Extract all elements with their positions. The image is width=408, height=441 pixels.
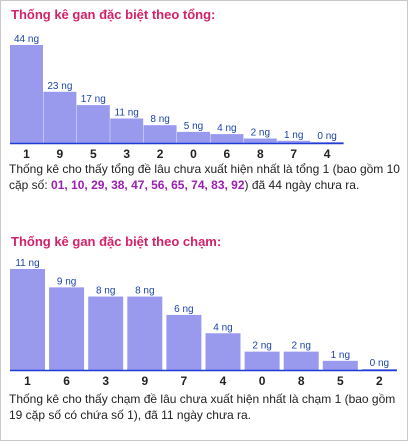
bar-value-label: 44 ng	[14, 34, 39, 45]
description-tong-pairs: 01, 10, 29, 38, 47, 56, 65, 74, 83, 92	[51, 178, 245, 192]
bar-9	[127, 296, 163, 370]
category-label: 8	[257, 147, 264, 161]
bar-value-label: 17 ng	[81, 94, 106, 105]
category-label: 4	[324, 147, 331, 161]
bar-value-label: 8 ng	[150, 114, 169, 125]
bar-value-label: 2 ng	[252, 341, 271, 352]
bar-4	[205, 333, 241, 370]
category-label: 1	[24, 374, 31, 388]
bar-value-label: 23 ng	[47, 81, 72, 92]
category-label: 4	[220, 374, 227, 388]
bar-value-label: 1 ng	[284, 130, 303, 141]
category-label: 6	[224, 147, 231, 161]
bar-4	[310, 142, 344, 143]
bar-8	[283, 351, 319, 370]
bar-value-label: 9 ng	[57, 276, 76, 287]
bar-8	[243, 138, 277, 143]
bar-value-label: 11 ng	[15, 258, 39, 269]
bar-3	[110, 118, 144, 143]
chart-gan-theo-cham: 11 ng 1 9 ng 6 8 ng 3 8 ng 9 6 ng 7 4 ng 4 2 ng 0 2 ng…	[10, 258, 397, 388]
bar-3	[88, 296, 124, 370]
bar-value-label: 0 ng	[370, 358, 389, 369]
bar-value-label: 4 ng	[213, 322, 232, 333]
category-label: 0	[259, 374, 266, 388]
bar-6	[210, 134, 244, 143]
chart-gan-theo-tong: 44 ng 1 23 ng 9 17 ng 5 11 ng 3 8 ng 2 5 ng 0 4 ng 6 2…	[10, 34, 344, 161]
category-label: 9	[141, 374, 148, 388]
bar-value-label: 0 ng	[317, 131, 336, 142]
bar-1	[10, 45, 43, 143]
category-label: 9	[57, 147, 64, 161]
category-label: 6	[63, 374, 70, 388]
category-label: 1	[23, 147, 30, 161]
category-label: 3	[123, 147, 130, 161]
bar-value-label: 4 ng	[217, 123, 236, 134]
bar-value-label: 5 ng	[184, 121, 203, 132]
bar-value-label: 2 ng	[251, 128, 270, 139]
bar-value-label: 1 ng	[331, 350, 350, 361]
category-label: 7	[290, 147, 297, 161]
bar-value-label: 11 ng	[115, 108, 139, 119]
description-tong-text-end: ) đã 44 ngày chưa ra.	[244, 178, 360, 192]
section-title-tong: Thống kê gan đặc biệt theo tổng:	[11, 7, 216, 22]
category-label: 5	[90, 147, 97, 161]
category-label: 2	[376, 374, 383, 388]
bar-value-label: 2 ng	[291, 341, 310, 352]
bar-1	[10, 269, 45, 370]
bar-2	[361, 369, 397, 370]
category-label: 0	[190, 147, 197, 161]
bar-value-label: 8 ng	[135, 286, 154, 297]
category-label: 3	[102, 374, 109, 388]
bar-9	[43, 91, 77, 143]
category-label: 8	[298, 374, 305, 388]
category-label: 5	[337, 374, 344, 388]
bar-0	[244, 351, 280, 370]
bar-5	[76, 105, 110, 143]
category-label: 7	[181, 374, 188, 388]
bar-0	[177, 131, 210, 143]
bar-value-label: 6 ng	[174, 304, 193, 315]
bar-2	[143, 125, 177, 143]
bar-5	[322, 360, 358, 370]
description-cham: Thống kê cho thấy chạm đề lâu chưa xuất …	[9, 392, 396, 422]
bar-7	[166, 314, 202, 370]
bar-value-label: 8 ng	[96, 286, 115, 297]
bar-6	[49, 287, 85, 370]
section-title-cham: Thống kê gan đặc biệt theo chạm:	[11, 234, 222, 249]
description-tong: Thống kê cho thấy tổng đề lâu chưa xuất …	[9, 161, 401, 193]
description-tong-text-start: Thống kê cho thấy tổng đề lâu chưa xuất …	[9, 162, 400, 192]
category-label: 2	[157, 147, 164, 161]
bar-7	[277, 140, 311, 143]
